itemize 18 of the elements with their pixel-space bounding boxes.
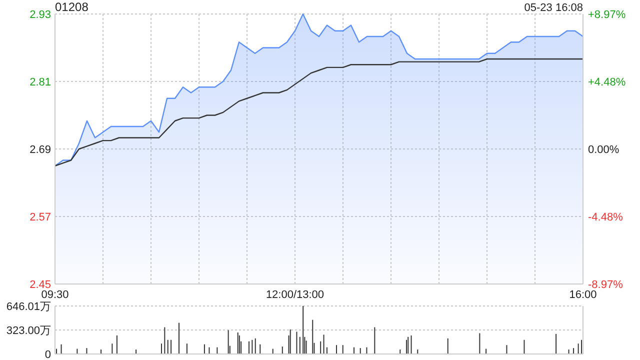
y2tick-label: +4.48% [588,76,626,89]
ytick-label: 646.01万 [6,301,51,313]
ytick-label: 2.81 [30,76,51,88]
xtick-label: 09:30 [41,289,69,301]
ytick-label: 0 [44,349,51,360]
ytick-label: 2.57 [30,212,51,224]
ytick-label: 2.93 [30,9,51,21]
ytick-label: 2.69 [30,144,51,156]
y2tick-label: -8.97% [588,279,623,291]
annotation: 05-23 16:08 [524,2,583,14]
ytick-label: 323.00万 [6,325,51,337]
title: 01208 [55,0,88,14]
ytick-label: 2.45 [30,279,51,291]
y2tick-label: 0.00% [588,144,620,156]
y2tick-label: +8.97% [588,9,626,21]
xtick-label: 16:00 [569,289,597,301]
y2tick-label: -4.48% [588,211,623,224]
xtick-label: 12:00/13:00 [266,289,324,301]
